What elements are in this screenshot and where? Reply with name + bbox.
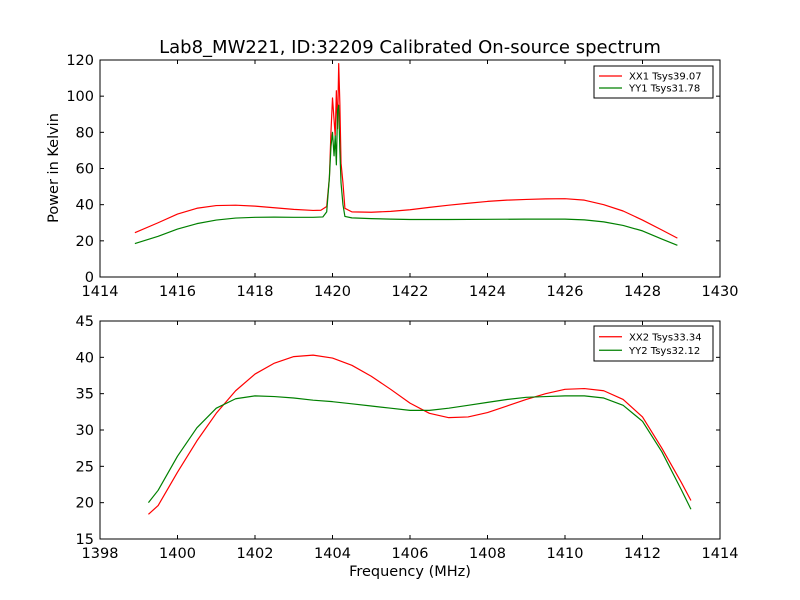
x-tick-label: 1398 <box>82 546 119 562</box>
x-tick-label: 1404 <box>314 546 351 562</box>
y-tick-label: 40 <box>76 350 94 366</box>
y-tick-label: 80 <box>76 125 94 141</box>
x-tick-label: 1416 <box>159 284 196 300</box>
y-tick-label: 0 <box>85 270 94 286</box>
y-tick-label: 45 <box>76 314 94 330</box>
legend-label: XX2 Tsys33.34 <box>629 332 702 343</box>
bottom-spectrum-plot: Frequency (MHz) 1398 1400 1402 1404 1406 1408… <box>76 314 739 580</box>
x-tick-label: 1424 <box>469 284 506 300</box>
x-tick-label: 1430 <box>702 284 739 300</box>
legend-box <box>593 65 714 99</box>
chart-title: Lab8_MW221, ID:32209 Calibrated On-sourc… <box>159 37 661 58</box>
y-tick-label: 100 <box>66 89 94 105</box>
x-axis-label: Frequency (MHz) <box>349 564 471 580</box>
series-line-bottom-1 <box>147 395 692 510</box>
y-tick-label: 25 <box>76 459 94 475</box>
legend-label: YY1 Tsys31.78 <box>628 84 700 95</box>
legend: XX2 Tsys33.34 YY2 Tsys32.12 <box>593 325 714 362</box>
y-tick-label: 120 <box>66 53 94 69</box>
x-tick-label: 1414 <box>702 546 739 562</box>
top-spectrum-plot: Power in Kelvin 1414 1416 1418 1420 1422 1424… <box>46 53 738 300</box>
legend-box <box>593 325 714 362</box>
x-tick-label: 1426 <box>547 284 584 300</box>
x-tick-label: 1428 <box>624 284 661 300</box>
x-tick-label: 1408 <box>469 546 506 562</box>
series-line-top-1 <box>134 104 678 246</box>
y-tick-label: 30 <box>76 423 94 439</box>
y-tick-label: 20 <box>76 234 94 250</box>
x-tick-label: 1422 <box>392 284 429 300</box>
x-tick-label: 1414 <box>82 284 119 300</box>
legend-label: XX1 Tsys39.07 <box>629 72 702 83</box>
x-tick-label: 1412 <box>624 546 661 562</box>
y-tick-label: 35 <box>76 387 94 403</box>
series-line-top-0 <box>134 63 678 239</box>
x-tick-label: 1406 <box>392 546 429 562</box>
x-tick-label: 1418 <box>237 284 274 300</box>
y-tick-label: 40 <box>76 198 94 214</box>
series-line-bottom-0 <box>148 354 692 515</box>
x-tick-label: 1410 <box>547 546 584 562</box>
legend-label: YY2 Tsys32.12 <box>628 346 700 357</box>
y-tick-label: 60 <box>76 162 94 178</box>
y-tick-label: 20 <box>76 496 94 512</box>
y-tick-label: 15 <box>76 532 94 548</box>
x-tick-label: 1402 <box>237 546 274 562</box>
y-axis-label: Power in Kelvin <box>46 113 62 223</box>
x-tick-label: 1420 <box>314 284 351 300</box>
x-tick-label: 1400 <box>159 546 196 562</box>
